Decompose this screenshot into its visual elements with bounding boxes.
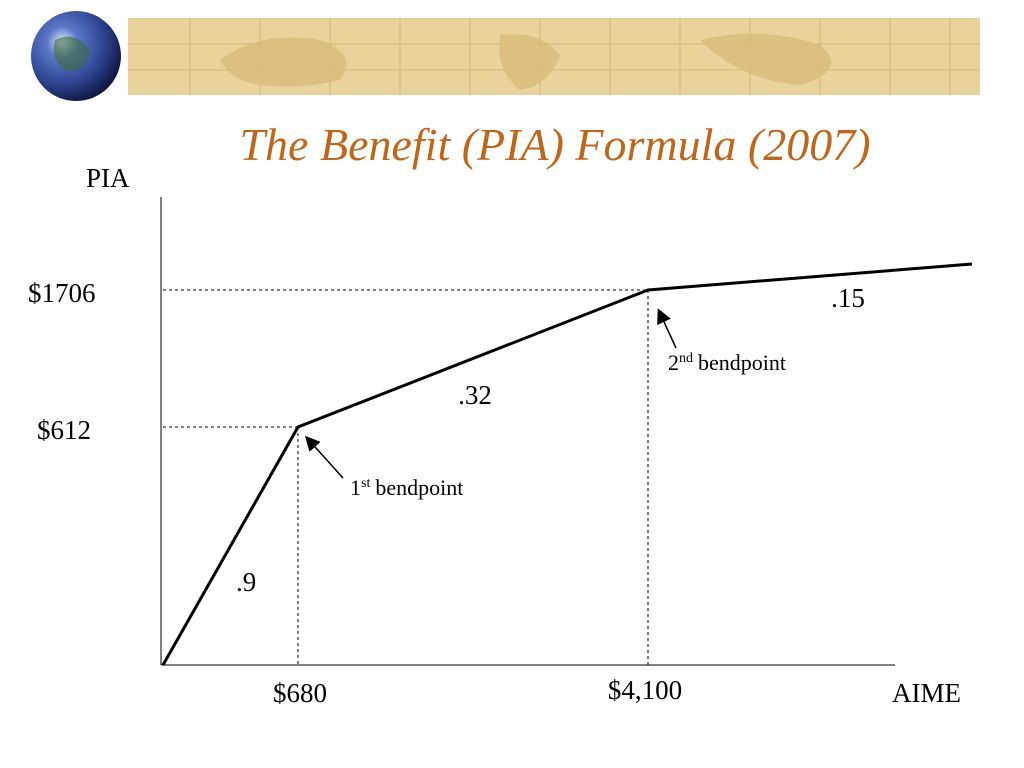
annotation: 2nd bendpoint: [668, 350, 786, 375]
y-axis-label: PIA: [86, 163, 130, 193]
arrow: [304, 435, 344, 479]
x-label: $4,100: [608, 675, 682, 705]
x-axis-label: AIME: [892, 678, 961, 708]
annotation-number: 2: [668, 350, 679, 375]
banner: [128, 18, 980, 95]
slope-label: .32: [458, 380, 492, 410]
annotation-suffix: nd: [679, 351, 693, 366]
annotation-suffix: st: [361, 476, 370, 491]
annotation-number: 1: [350, 475, 361, 500]
guide-lines: [163, 289, 649, 665]
y-label: $1706: [28, 278, 96, 308]
axes: [160, 197, 895, 666]
slope-label: .9: [236, 567, 256, 597]
slope-label: .15: [831, 283, 865, 313]
arrow: [657, 308, 677, 349]
x-label: $680: [273, 678, 327, 708]
annotation-text: bendpoint: [375, 475, 463, 500]
slide-title: The Benefit (PIA) Formula (2007): [239, 119, 870, 170]
pia-curve: [161, 262, 973, 666]
y-label: $612: [37, 415, 91, 445]
annotation: 1st bendpoint: [350, 475, 463, 500]
annotation-text: bendpoint: [698, 350, 786, 375]
